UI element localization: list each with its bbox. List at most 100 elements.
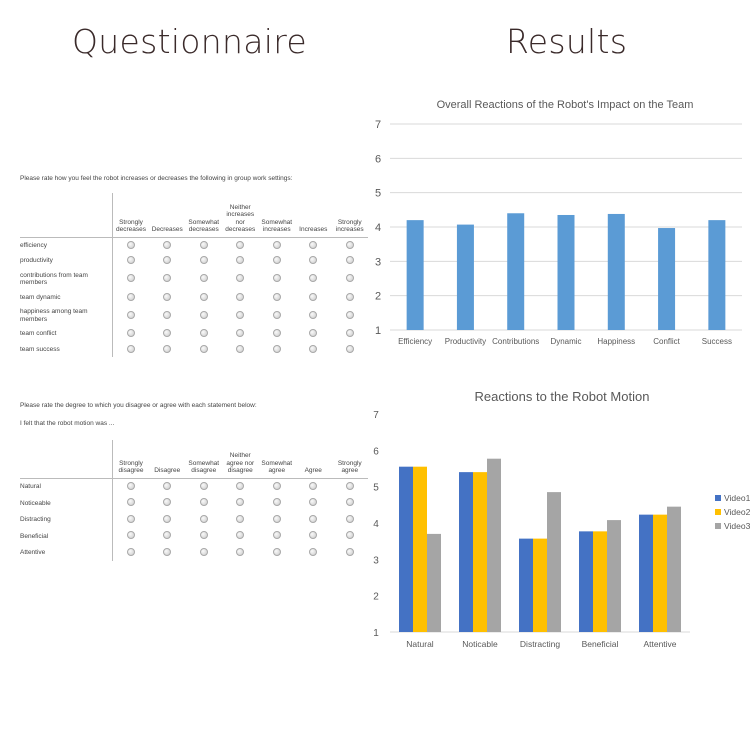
rating-radio[interactable] — [199, 329, 208, 338]
bar-video2-attentive — [653, 514, 667, 632]
rating-radio[interactable] — [345, 514, 354, 523]
rating-radio[interactable] — [272, 498, 281, 507]
rating-radio[interactable] — [236, 498, 245, 507]
rating-radio[interactable] — [309, 274, 318, 283]
impact-survey: Please rate how you feel the robot incre… — [20, 175, 368, 358]
rating-radio[interactable] — [127, 292, 135, 301]
rating-radio[interactable] — [127, 498, 135, 507]
bar-video2-noticable — [473, 472, 487, 632]
rating-radio[interactable] — [236, 256, 245, 265]
rating-radio[interactable] — [272, 329, 281, 338]
rating-radio[interactable] — [345, 256, 354, 265]
rating-radio[interactable] — [309, 531, 318, 540]
rating-radio[interactable] — [163, 256, 172, 265]
rating-radio[interactable] — [163, 274, 172, 283]
rating-radio[interactable] — [345, 344, 354, 353]
rating-radio[interactable] — [236, 274, 245, 283]
rating-radio[interactable] — [127, 481, 135, 490]
row-header-cell — [20, 192, 113, 238]
rating-radio[interactable] — [272, 481, 281, 490]
y-tick-label: 4 — [375, 222, 381, 234]
rating-radio[interactable] — [272, 256, 281, 265]
rating-radio[interactable] — [236, 481, 245, 490]
survey-row: Noticeable — [20, 495, 368, 512]
rating-radio[interactable] — [199, 547, 208, 556]
rating-radio[interactable] — [272, 292, 281, 301]
rating-radio[interactable] — [309, 292, 318, 301]
rating-radio[interactable] — [345, 310, 354, 319]
rating-radio[interactable] — [345, 240, 354, 249]
rating-radio[interactable] — [127, 344, 135, 353]
rating-radio[interactable] — [199, 274, 208, 283]
rating-radio[interactable] — [345, 329, 354, 338]
rating-radio[interactable] — [272, 547, 281, 556]
rating-radio[interactable] — [163, 547, 172, 556]
rating-radio[interactable] — [236, 292, 245, 301]
rating-radio[interactable] — [309, 481, 318, 490]
rating-radio[interactable] — [199, 514, 208, 523]
rating-radio[interactable] — [199, 531, 208, 540]
rating-radio[interactable] — [345, 547, 354, 556]
survey-row-label: team dynamic — [20, 289, 113, 306]
rating-radio[interactable] — [345, 481, 354, 490]
rating-radio[interactable] — [127, 531, 135, 540]
survey-subprompt: I felt that the robot motion was ... — [20, 419, 115, 427]
rating-radio[interactable] — [272, 531, 281, 540]
rating-radio[interactable] — [199, 498, 208, 507]
rating-radio[interactable] — [163, 292, 172, 301]
rating-radio[interactable] — [345, 498, 354, 507]
rating-radio[interactable] — [309, 344, 318, 353]
rating-radio[interactable] — [127, 547, 135, 556]
rating-radio[interactable] — [163, 481, 172, 490]
rating-radio[interactable] — [199, 240, 208, 249]
rating-radio[interactable] — [309, 547, 318, 556]
rating-radio[interactable] — [163, 310, 172, 319]
rating-radio[interactable] — [309, 256, 318, 265]
rating-radio[interactable] — [127, 274, 135, 283]
rating-radio[interactable] — [127, 514, 135, 523]
rating-radio[interactable] — [163, 240, 172, 249]
rating-radio[interactable] — [236, 329, 245, 338]
rating-radio[interactable] — [309, 329, 318, 338]
rating-radio[interactable] — [345, 531, 354, 540]
x-tick-label: Happiness — [597, 337, 635, 346]
rating-radio[interactable] — [199, 481, 208, 490]
survey-row: productivity — [20, 253, 368, 269]
rating-radio[interactable] — [272, 240, 281, 249]
survey-row: team conflict — [20, 326, 368, 342]
survey-row: happiness among team members — [20, 305, 368, 327]
rating-radio[interactable] — [272, 310, 281, 319]
bar-video3-natural — [427, 533, 441, 632]
rating-radio[interactable] — [163, 514, 172, 523]
rating-radio[interactable] — [199, 344, 208, 353]
rating-radio[interactable] — [309, 498, 318, 507]
rating-radio[interactable] — [163, 329, 172, 338]
rating-radio[interactable] — [163, 344, 172, 353]
rating-radio[interactable] — [236, 531, 245, 540]
rating-radio[interactable] — [127, 256, 135, 265]
rating-radio[interactable] — [127, 240, 135, 249]
rating-radio[interactable] — [272, 514, 281, 523]
rating-radio[interactable] — [272, 274, 281, 283]
rating-radio[interactable] — [309, 310, 318, 319]
rating-radio[interactable] — [272, 344, 281, 353]
rating-radio[interactable] — [163, 531, 172, 540]
rating-radio[interactable] — [199, 256, 208, 265]
rating-radio[interactable] — [345, 292, 354, 301]
robot-motion-chart: Reactions to the Robot Motion 1 2 3 4 5 6 7 Nat… — [373, 389, 750, 649]
legend-label: Video2 — [724, 507, 750, 517]
scale-column-header: Strongly increases — [335, 218, 364, 234]
rating-radio[interactable] — [309, 240, 318, 249]
rating-radio[interactable] — [236, 310, 245, 319]
rating-radio[interactable] — [345, 274, 354, 283]
rating-radio[interactable] — [236, 547, 245, 556]
rating-radio[interactable] — [199, 310, 208, 319]
rating-radio[interactable] — [309, 514, 318, 523]
rating-radio[interactable] — [127, 310, 135, 319]
rating-radio[interactable] — [199, 292, 208, 301]
rating-radio[interactable] — [236, 514, 245, 523]
rating-radio[interactable] — [163, 498, 172, 507]
rating-radio[interactable] — [127, 329, 135, 338]
rating-radio[interactable] — [236, 344, 245, 353]
rating-radio[interactable] — [236, 240, 245, 249]
